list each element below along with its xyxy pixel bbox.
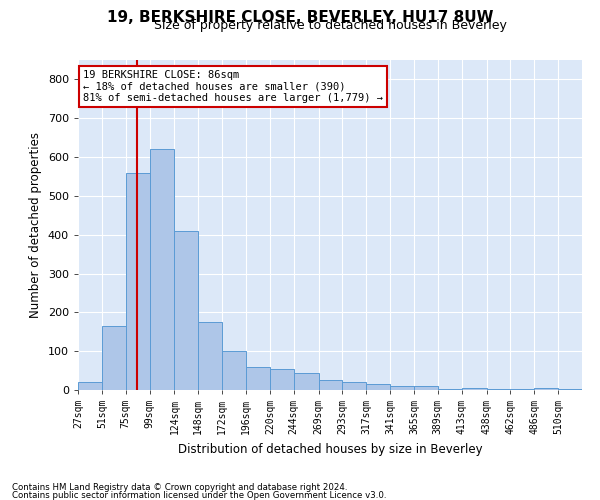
Bar xyxy=(366,384,390,390)
Bar xyxy=(126,172,149,390)
Bar xyxy=(558,389,582,390)
Text: 19, BERKSHIRE CLOSE, BEVERLEY, HU17 8UW: 19, BERKSHIRE CLOSE, BEVERLEY, HU17 8UW xyxy=(107,10,493,25)
Text: 19 BERKSHIRE CLOSE: 86sqm
← 18% of detached houses are smaller (390)
81% of semi: 19 BERKSHIRE CLOSE: 86sqm ← 18% of detac… xyxy=(83,70,383,103)
Bar xyxy=(246,366,270,390)
Bar xyxy=(270,368,294,390)
X-axis label: Distribution of detached houses by size in Beverley: Distribution of detached houses by size … xyxy=(178,442,482,456)
Bar xyxy=(149,150,175,390)
Bar xyxy=(390,386,414,390)
Bar xyxy=(343,382,366,390)
Bar xyxy=(102,326,126,390)
Bar xyxy=(78,382,102,390)
Bar xyxy=(462,388,487,390)
Text: Contains HM Land Registry data © Crown copyright and database right 2024.: Contains HM Land Registry data © Crown c… xyxy=(12,484,347,492)
Bar xyxy=(222,351,246,390)
Bar xyxy=(511,389,534,390)
Y-axis label: Number of detached properties: Number of detached properties xyxy=(29,132,42,318)
Bar xyxy=(175,231,198,390)
Bar xyxy=(198,322,222,390)
Title: Size of property relative to detached houses in Beverley: Size of property relative to detached ho… xyxy=(154,20,506,32)
Bar xyxy=(414,386,438,390)
Bar xyxy=(294,372,319,390)
Text: Contains public sector information licensed under the Open Government Licence v3: Contains public sector information licen… xyxy=(12,490,386,500)
Bar xyxy=(534,388,558,390)
Bar xyxy=(438,389,462,390)
Bar xyxy=(319,380,343,390)
Bar xyxy=(487,389,511,390)
